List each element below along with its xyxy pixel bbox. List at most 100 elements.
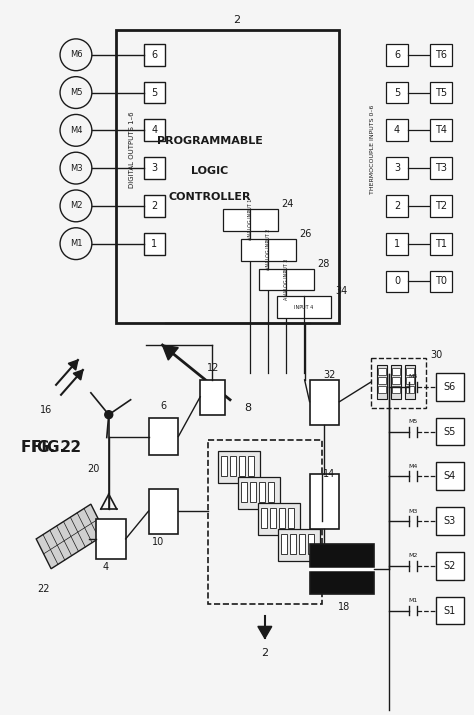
Bar: [386, 195, 408, 217]
Bar: [371, 358, 426, 408]
Bar: [144, 82, 165, 104]
Bar: [144, 157, 165, 179]
Text: PROGRAMMABLE: PROGRAMMABLE: [157, 137, 263, 147]
Text: 2: 2: [261, 649, 268, 659]
Polygon shape: [163, 345, 178, 360]
Bar: [386, 82, 408, 104]
Bar: [259, 482, 265, 502]
Bar: [430, 233, 452, 255]
Text: 2: 2: [151, 201, 158, 211]
Bar: [144, 119, 165, 142]
Text: S1: S1: [444, 606, 456, 616]
Bar: [261, 508, 267, 528]
Bar: [430, 44, 452, 66]
Text: M2: M2: [70, 202, 82, 210]
Text: M3: M3: [70, 164, 82, 172]
Text: 3: 3: [394, 163, 400, 173]
Text: 34: 34: [335, 287, 347, 297]
Text: M5: M5: [408, 419, 418, 424]
Bar: [405, 365, 415, 399]
Bar: [241, 482, 247, 502]
Text: S5: S5: [444, 427, 456, 437]
Text: 16: 16: [40, 405, 52, 415]
Bar: [148, 418, 178, 455]
Bar: [238, 478, 280, 509]
Text: M2: M2: [408, 553, 418, 558]
Text: 32: 32: [323, 370, 336, 380]
Text: T6: T6: [435, 50, 447, 60]
Bar: [308, 534, 313, 554]
Bar: [430, 157, 452, 179]
Text: FIG. 2: FIG. 2: [31, 440, 82, 455]
Bar: [378, 368, 386, 375]
Bar: [144, 44, 165, 66]
Text: DIGITAL OUTPUTS 1–6: DIGITAL OUTPUTS 1–6: [128, 111, 135, 187]
Circle shape: [105, 410, 113, 419]
Text: 5: 5: [151, 87, 158, 97]
Bar: [406, 368, 414, 375]
Text: T0: T0: [435, 277, 447, 287]
Bar: [230, 456, 236, 476]
Bar: [288, 508, 294, 528]
Bar: [406, 377, 414, 384]
Bar: [290, 534, 296, 554]
Text: S6: S6: [444, 382, 456, 392]
Bar: [241, 239, 296, 260]
Text: M1: M1: [70, 240, 82, 248]
Text: ANALOG INPUT 1: ANALOG INPUT 1: [248, 199, 253, 240]
Bar: [378, 386, 386, 393]
Text: M6: M6: [408, 375, 418, 380]
Bar: [430, 270, 452, 292]
Text: S4: S4: [444, 471, 456, 481]
Bar: [278, 529, 319, 561]
Bar: [279, 508, 285, 528]
Text: 2: 2: [233, 15, 241, 25]
Bar: [218, 451, 260, 483]
Text: T2: T2: [435, 201, 447, 211]
Text: T4: T4: [435, 125, 447, 135]
Text: 4: 4: [151, 125, 157, 135]
Bar: [386, 157, 408, 179]
Bar: [436, 373, 464, 400]
Bar: [386, 44, 408, 66]
Text: 1: 1: [394, 239, 400, 249]
Text: 3: 3: [151, 163, 157, 173]
Polygon shape: [73, 370, 83, 380]
Bar: [386, 119, 408, 142]
Text: ANALOG INPUT 2: ANALOG INPUT 2: [266, 229, 271, 270]
Bar: [436, 418, 464, 445]
Bar: [250, 482, 256, 502]
Text: 20: 20: [88, 464, 100, 474]
Text: M4: M4: [408, 464, 418, 469]
Bar: [377, 365, 387, 399]
Bar: [430, 82, 452, 104]
Bar: [200, 380, 225, 415]
Bar: [208, 440, 322, 603]
Text: M1: M1: [408, 598, 418, 603]
Text: 8: 8: [245, 403, 252, 413]
Bar: [239, 456, 245, 476]
Text: THERMOCOUPLE INPUTS 0–6: THERMOCOUPLE INPUTS 0–6: [370, 104, 375, 194]
Text: T3: T3: [435, 163, 447, 173]
Bar: [310, 544, 374, 593]
Text: 28: 28: [317, 259, 330, 269]
Bar: [392, 377, 400, 384]
Text: 24: 24: [282, 199, 294, 209]
Text: M3: M3: [408, 508, 418, 513]
Polygon shape: [258, 626, 272, 638]
Bar: [116, 30, 339, 323]
Bar: [436, 552, 464, 580]
Text: T1: T1: [435, 239, 447, 249]
Polygon shape: [68, 360, 78, 370]
Text: 22: 22: [37, 583, 49, 593]
Bar: [436, 596, 464, 624]
Bar: [430, 119, 452, 142]
Text: M4: M4: [70, 126, 82, 135]
Text: CONTROLLER: CONTROLLER: [168, 192, 251, 202]
Bar: [277, 296, 331, 318]
Text: LOGIC: LOGIC: [191, 166, 228, 176]
Bar: [144, 195, 165, 217]
Text: 30: 30: [431, 350, 443, 360]
Bar: [436, 507, 464, 535]
Bar: [391, 365, 401, 399]
